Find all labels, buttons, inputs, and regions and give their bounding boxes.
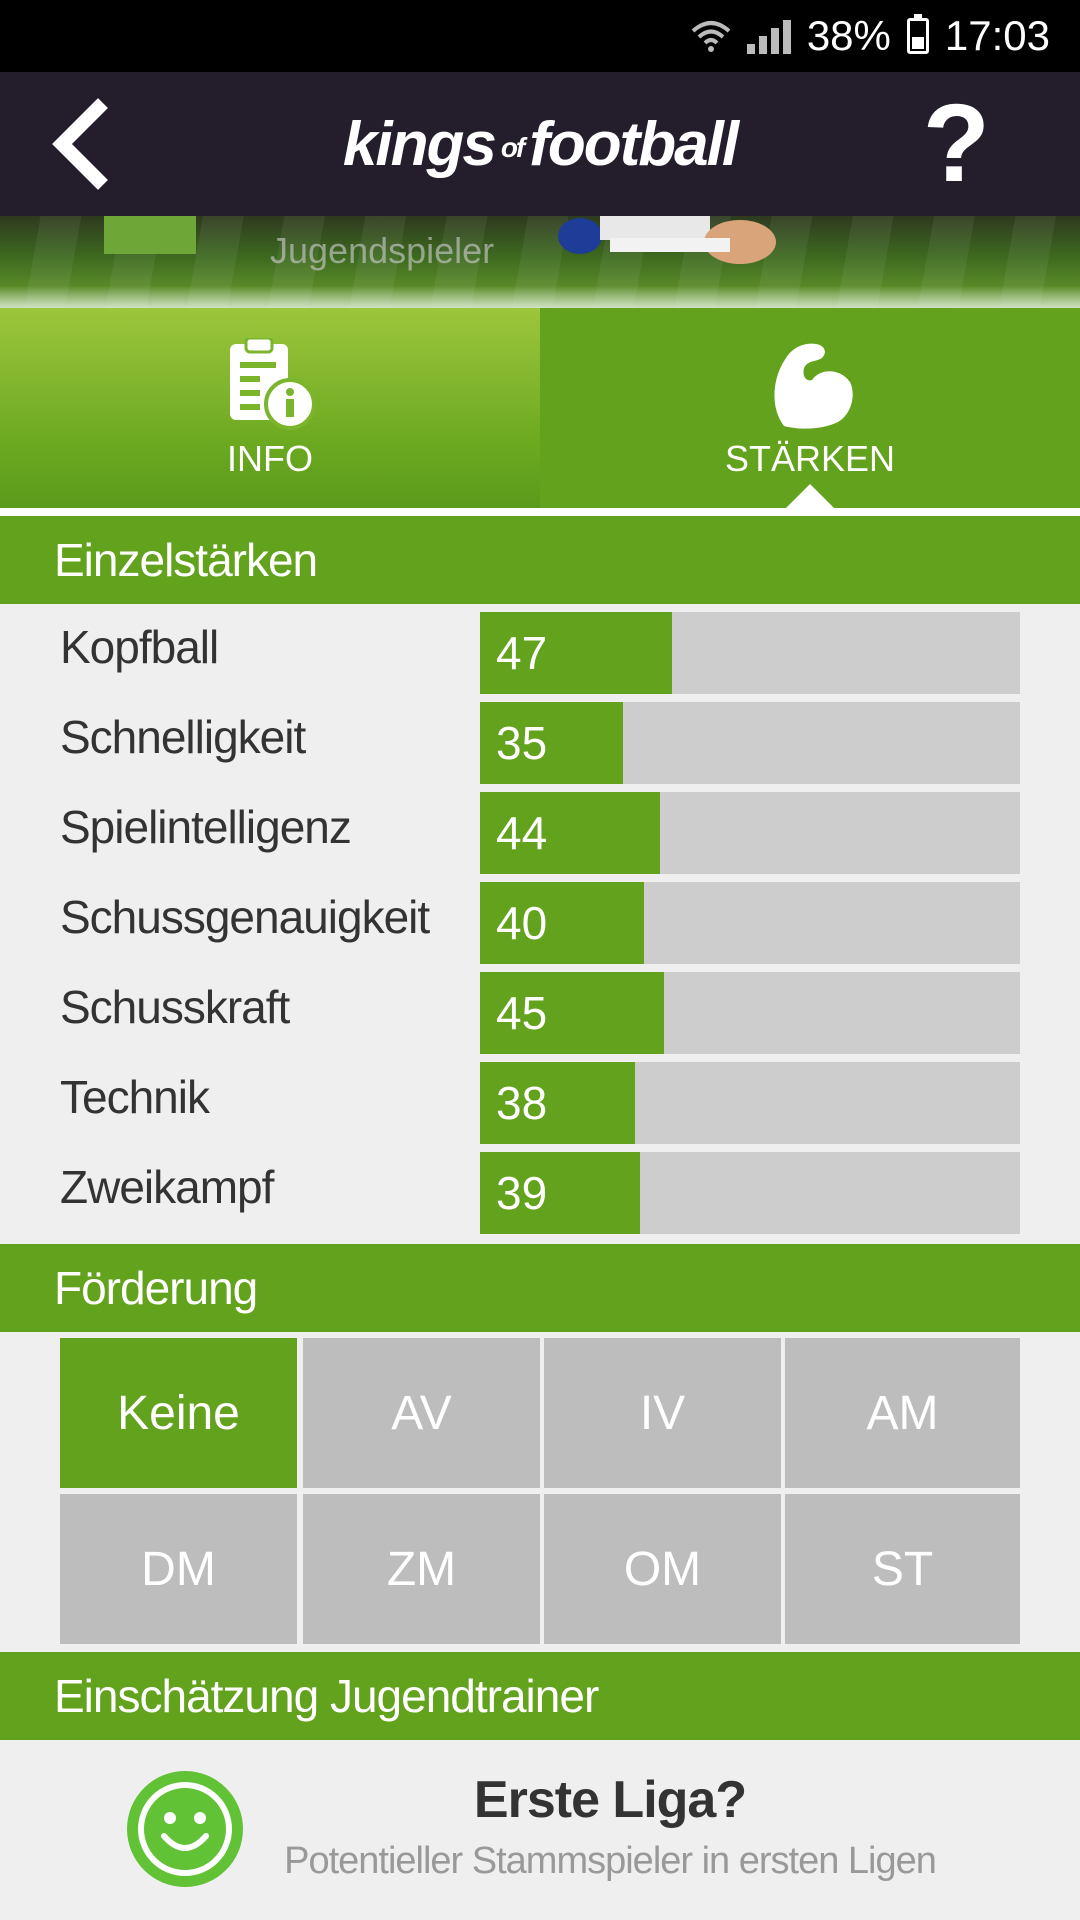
stat-row: Schnelligkeit 35: [0, 694, 1080, 784]
tab-bar: INFO STÄRKEN: [0, 308, 1080, 508]
divider: [0, 508, 1080, 516]
app-logo: kings offootball: [342, 109, 739, 179]
foerderung-option-st[interactable]: ST: [785, 1494, 1020, 1644]
stat-bar-fill: [480, 1152, 640, 1234]
foerderung-option-iv[interactable]: IV: [544, 1338, 781, 1488]
signal-icon: [746, 18, 791, 54]
wifi-icon: [691, 21, 731, 52]
trainer-assessment: Erste Liga? Potentieller Stammspieler in…: [0, 1740, 1080, 1920]
stat-name: Schussgenauigkeit: [60, 891, 430, 943]
stat-bar-fill: [480, 612, 672, 694]
stat-row: Kopfball 47: [0, 604, 1080, 694]
stat-name: Schnelligkeit: [60, 711, 306, 763]
stat-bar-track: 47: [480, 612, 1020, 694]
stat-row: Spielintelligenz 44: [0, 784, 1080, 874]
document-info-icon: [230, 338, 316, 430]
stat-name: Technik: [60, 1071, 210, 1123]
stat-bar-track: 45: [480, 972, 1020, 1054]
tab-staerken[interactable]: STÄRKEN: [540, 308, 1080, 508]
player-type-label: Jugendspieler: [270, 230, 495, 271]
stat-value: 35: [496, 717, 548, 769]
stat-row: Schussgenauigkeit 40: [0, 874, 1080, 964]
stat-bar-fill: [480, 972, 664, 1054]
player-image: [558, 216, 776, 264]
stat-name: Kopfball: [60, 621, 219, 673]
assessment-title: Erste Liga?: [473, 1771, 747, 1829]
tab-info-label: INFO: [227, 438, 313, 479]
stat-value: 47: [496, 627, 548, 679]
stat-name: Zweikampf: [60, 1161, 274, 1213]
stat-bar-track: 44: [480, 792, 1020, 874]
app-header: kings offootball ?: [0, 72, 1080, 216]
stat-value: 39: [496, 1167, 548, 1219]
smiley-icon: [127, 1771, 243, 1887]
foerderung-option-av[interactable]: AV: [303, 1338, 540, 1488]
foerderung-option-am[interactable]: AM: [785, 1338, 1020, 1488]
muscle-arm-icon: [774, 343, 853, 429]
stat-value: 40: [496, 897, 548, 949]
player-banner: Jugendspieler: [0, 216, 1080, 308]
battery-icon: [906, 14, 929, 54]
foerderung-option-keine[interactable]: Keine: [60, 1338, 297, 1488]
stat-bar-fill: [480, 702, 623, 784]
active-tab-indicator: [786, 484, 834, 508]
foerderung-option-dm[interactable]: DM: [60, 1494, 297, 1644]
clock: 17:03: [944, 12, 1050, 59]
banner-badge: [104, 216, 196, 254]
tab-info[interactable]: INFO: [0, 308, 540, 508]
assessment-subtitle: Potentieller Stammspieler in ersten Lige…: [284, 1840, 937, 1882]
section-header-einzelstaerken: Einzelstärken: [0, 516, 1080, 604]
stat-value: 38: [496, 1077, 548, 1129]
stat-bar-fill: [480, 882, 644, 964]
stat-value: 44: [496, 807, 548, 859]
stat-bar-fill: [480, 1062, 635, 1144]
battery-percent: 38%: [806, 12, 891, 59]
tab-staerken-label: STÄRKEN: [724, 438, 896, 479]
back-arrow-icon[interactable]: [36, 94, 136, 194]
stat-row: Schusskraft 45: [0, 964, 1080, 1054]
stat-name: Schusskraft: [60, 981, 290, 1033]
stat-bar-fill: [480, 792, 660, 874]
stat-name: Spielintelligenz: [60, 801, 352, 853]
stat-value: 45: [496, 987, 548, 1039]
foerderung-option-zm[interactable]: ZM: [303, 1494, 540, 1644]
stat-bar-track: 39: [480, 1152, 1020, 1234]
stat-row: Zweikampf 39: [0, 1144, 1080, 1234]
stat-bar-track: 38: [480, 1062, 1020, 1144]
foerderung-option-om[interactable]: OM: [544, 1494, 781, 1644]
status-bar: 38% 17:03: [0, 0, 1080, 72]
stat-row: Technik 38: [0, 1054, 1080, 1144]
stat-bar-track: 40: [480, 882, 1020, 964]
help-button[interactable]: ?: [922, 82, 990, 205]
section-header-foerderung: Förderung: [0, 1244, 1080, 1332]
stat-bar-track: 35: [480, 702, 1020, 784]
section-header-einschaetzung: Einschätzung Jugendtrainer: [0, 1652, 1080, 1740]
